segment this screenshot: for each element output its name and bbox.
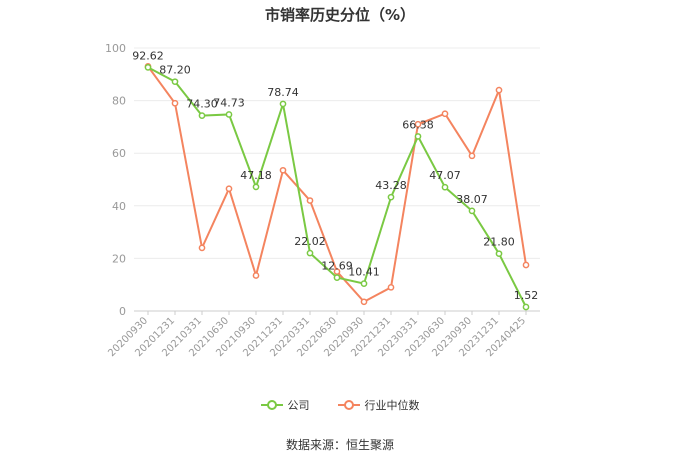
data-label: 92.62 (132, 49, 164, 62)
y-tick-label: 60 (112, 147, 126, 160)
data-label: 10.41 (348, 266, 380, 279)
data-point[interactable] (414, 133, 422, 140)
data-point[interactable] (225, 185, 233, 193)
data-point[interactable] (468, 207, 476, 215)
legend-label: 公司 (287, 399, 310, 412)
legend-item-company[interactable]: 公司 (260, 397, 310, 413)
data-point[interactable] (225, 111, 233, 118)
data-point[interactable] (468, 152, 476, 160)
y-tick-label: 20 (112, 252, 126, 265)
data-point[interactable] (144, 64, 152, 71)
data-point[interactable] (333, 274, 341, 281)
data-source: 数据来源：恒生聚源 (285, 438, 394, 452)
data-label: 12.69 (321, 260, 353, 273)
chart-title: 市销率历史分位（%） (264, 6, 416, 24)
legend-line-icon (337, 400, 360, 410)
y-tick-label: 40 (112, 200, 126, 213)
data-point[interactable] (360, 298, 368, 306)
data-point[interactable] (414, 120, 422, 128)
data-label: 43.28 (375, 179, 407, 192)
data-point[interactable] (198, 112, 206, 119)
data-label: 66.38 (402, 118, 434, 131)
data-point[interactable] (495, 250, 503, 258)
legend-item-industry[interactable]: 行业中位数 (337, 397, 420, 413)
x-axis-ticks: 2020093020201231202103312021063020210930… (106, 311, 528, 359)
data-point[interactable] (198, 244, 206, 252)
data-point[interactable] (522, 303, 530, 311)
data-point[interactable] (171, 99, 179, 107)
data-point[interactable] (387, 193, 395, 201)
data-point[interactable] (252, 183, 260, 191)
data-label: 22.02 (294, 235, 326, 248)
data-point[interactable] (306, 197, 314, 204)
data-label: 74.73 (213, 96, 245, 109)
data-point[interactable] (333, 268, 341, 275)
legend-line-icon (260, 400, 283, 410)
y-axis-ticks: 0 20 40 60 80 100 (105, 42, 126, 318)
data-point[interactable] (252, 272, 260, 279)
data-label: 1.52 (514, 289, 539, 302)
y-tick-label: 100 (105, 42, 126, 55)
series-group (144, 63, 530, 311)
data-point[interactable] (522, 261, 530, 269)
data-point[interactable] (279, 166, 287, 174)
data-point[interactable] (441, 110, 449, 118)
data-label: 74.30 (186, 98, 218, 111)
data-point[interactable] (495, 86, 503, 94)
legend: 公司 行业中位数 (0, 397, 680, 413)
y-tick-label: 0 (119, 305, 126, 318)
data-point[interactable] (279, 100, 287, 108)
data-label: 78.74 (267, 86, 299, 99)
data-label: 47.18 (240, 169, 272, 182)
data-label: 38.07 (456, 193, 488, 206)
legend-label: 行业中位数 (364, 399, 420, 412)
y-tick-label: 80 (112, 95, 126, 108)
data-label: 21.80 (483, 236, 515, 249)
data-label: 87.20 (159, 64, 191, 77)
data-point[interactable] (171, 78, 179, 86)
data-label: 47.07 (429, 169, 461, 182)
data-point[interactable] (441, 183, 449, 191)
data-point[interactable] (387, 283, 395, 291)
data-point[interactable] (360, 280, 368, 287)
data-point[interactable] (306, 249, 314, 257)
